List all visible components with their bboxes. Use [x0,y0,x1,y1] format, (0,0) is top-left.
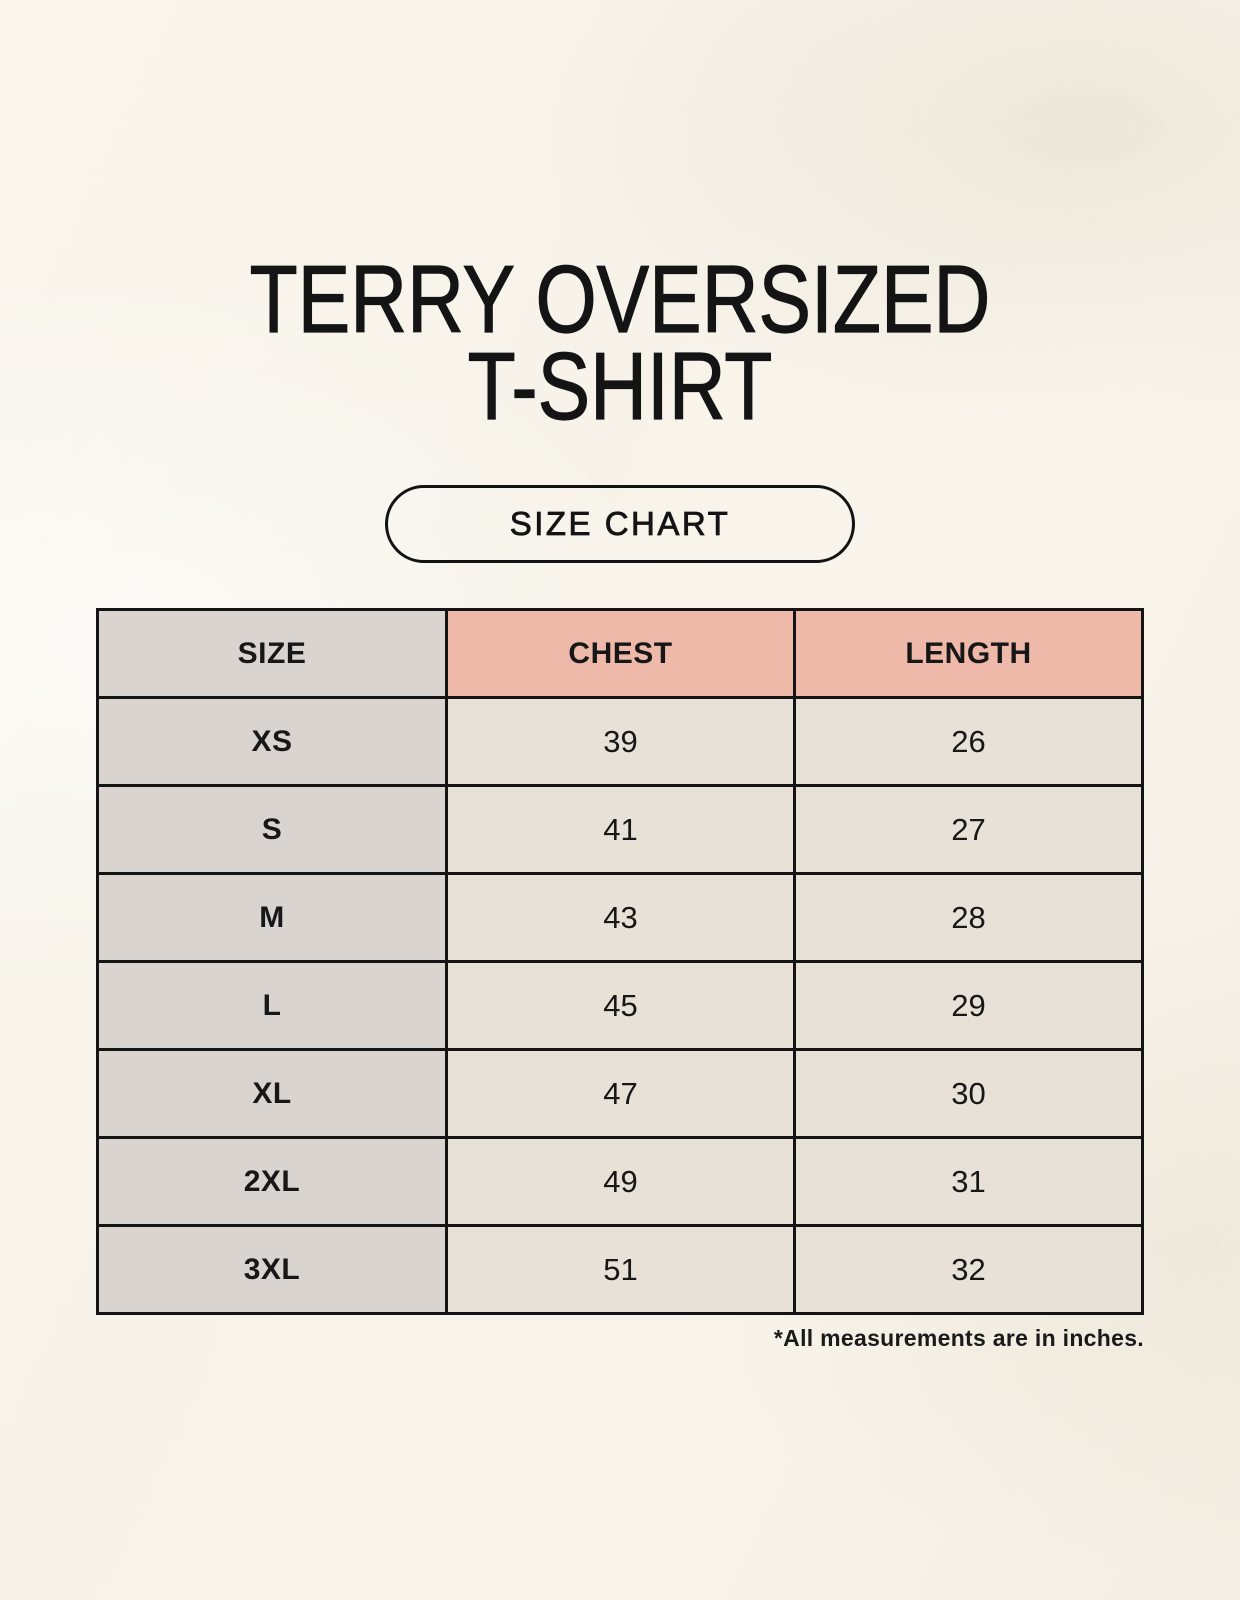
table-row: XL 47 30 [95,1048,1144,1139]
size-label: M [95,872,449,963]
chest-value: 43 [445,872,796,963]
table-header-row: SIZE CHEST LENGTH [95,608,1144,699]
size-label: 3XL [95,1224,449,1315]
size-chart-page: TERRY OVERSIZED T-SHIRT SIZE CHART SIZE … [0,251,1240,1600]
chest-value: 49 [445,1136,796,1227]
size-label: 2XL [95,1136,449,1227]
size-label: L [95,960,449,1051]
chest-value: 47 [445,1048,796,1139]
length-value: 32 [793,1224,1144,1315]
length-value: 27 [793,784,1144,875]
size-label: S [95,784,449,875]
table-row: XS 39 26 [95,696,1144,787]
chest-value: 51 [445,1224,796,1315]
length-value: 29 [793,960,1144,1051]
measurements-footnote: *All measurements are in inches. [773,1325,1144,1351]
size-label: XL [95,1048,449,1139]
table-row: L 45 29 [95,960,1144,1051]
length-value: 31 [793,1136,1144,1227]
table-row: M 43 28 [95,872,1144,963]
length-value: 30 [793,1048,1144,1139]
product-title: TERRY OVERSIZED T-SHIRT [112,251,1129,435]
column-header-size: SIZE [95,608,449,699]
product-title-line2: T-SHIRT [467,333,773,440]
column-header-length: LENGTH [793,608,1144,699]
table-row: 2XL 49 31 [95,1136,1144,1227]
size-chart-button[interactable]: SIZE CHART [385,485,855,563]
column-header-chest: CHEST [445,608,796,699]
chest-value: 45 [445,960,796,1051]
chest-value: 39 [445,696,796,787]
length-value: 28 [793,872,1144,963]
table-row: 3XL 51 32 [95,1224,1144,1315]
product-title-line1: TERRY OVERSIZED [249,246,991,353]
length-value: 26 [793,696,1144,787]
size-chart-button-label: SIZE CHART [509,505,731,543]
size-label: XS [95,696,449,787]
chest-value: 41 [445,784,796,875]
size-chart-table: SIZE CHEST LENGTH XS 39 26 S 41 27 M 43 … [95,608,1144,1315]
table-row: S 41 27 [95,784,1144,875]
